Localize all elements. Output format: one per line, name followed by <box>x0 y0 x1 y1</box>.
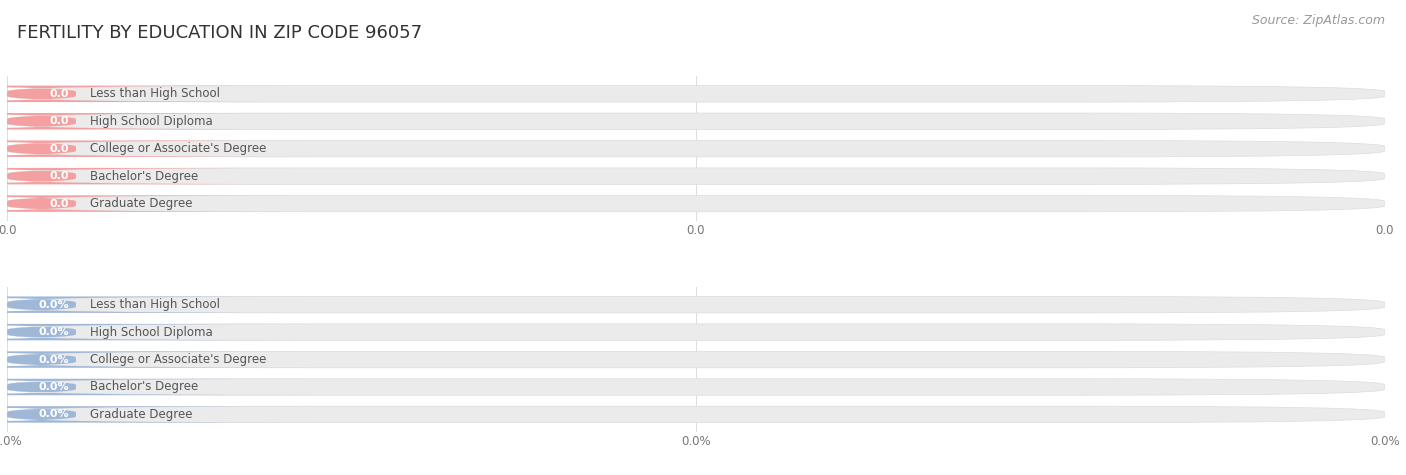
FancyBboxPatch shape <box>7 86 1385 102</box>
FancyBboxPatch shape <box>0 113 311 130</box>
Text: 0.0%: 0.0% <box>38 327 69 337</box>
Text: Bachelor's Degree: Bachelor's Degree <box>90 380 198 393</box>
Text: 0.0%: 0.0% <box>38 382 69 392</box>
Text: 0.0: 0.0 <box>49 144 69 154</box>
Text: 0.0%: 0.0% <box>38 354 69 364</box>
Text: 0.0: 0.0 <box>49 199 69 209</box>
Text: 0.0%: 0.0% <box>38 409 69 419</box>
FancyBboxPatch shape <box>7 141 1385 157</box>
Text: Graduate Degree: Graduate Degree <box>90 408 193 421</box>
Text: 0.0: 0.0 <box>49 171 69 181</box>
FancyBboxPatch shape <box>0 168 311 184</box>
FancyBboxPatch shape <box>7 195 1385 212</box>
FancyBboxPatch shape <box>0 195 311 212</box>
FancyBboxPatch shape <box>0 324 311 341</box>
FancyBboxPatch shape <box>7 296 1385 313</box>
FancyBboxPatch shape <box>7 352 1385 368</box>
FancyBboxPatch shape <box>0 86 311 102</box>
Text: High School Diploma: High School Diploma <box>90 325 212 339</box>
FancyBboxPatch shape <box>0 296 311 313</box>
Text: Less than High School: Less than High School <box>90 87 219 100</box>
FancyBboxPatch shape <box>7 379 1385 395</box>
Text: 0.0: 0.0 <box>49 116 69 126</box>
Text: Bachelor's Degree: Bachelor's Degree <box>90 170 198 183</box>
FancyBboxPatch shape <box>0 406 311 423</box>
Text: FERTILITY BY EDUCATION IN ZIP CODE 96057: FERTILITY BY EDUCATION IN ZIP CODE 96057 <box>17 24 422 42</box>
FancyBboxPatch shape <box>7 406 1385 423</box>
Text: 0.0: 0.0 <box>49 89 69 99</box>
FancyBboxPatch shape <box>0 141 311 157</box>
Text: 0.0%: 0.0% <box>38 300 69 310</box>
Text: College or Associate's Degree: College or Associate's Degree <box>90 142 266 155</box>
FancyBboxPatch shape <box>7 168 1385 184</box>
Text: High School Diploma: High School Diploma <box>90 115 212 128</box>
FancyBboxPatch shape <box>0 379 311 395</box>
FancyBboxPatch shape <box>7 113 1385 130</box>
Text: College or Associate's Degree: College or Associate's Degree <box>90 353 266 366</box>
FancyBboxPatch shape <box>0 352 311 368</box>
FancyBboxPatch shape <box>7 324 1385 341</box>
Text: Less than High School: Less than High School <box>90 298 219 311</box>
Text: Source: ZipAtlas.com: Source: ZipAtlas.com <box>1251 14 1385 27</box>
Text: Graduate Degree: Graduate Degree <box>90 197 193 210</box>
